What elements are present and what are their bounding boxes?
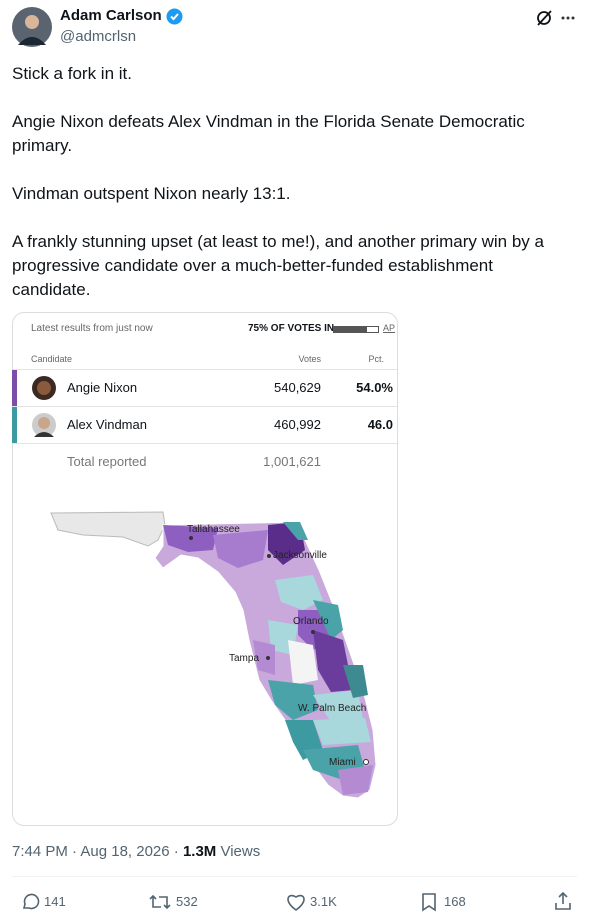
paragraph: Vindman outspent Nixon nearly 13:1. (12, 184, 291, 203)
votes-in: 75% OF VOTES IN (248, 323, 335, 334)
map-label: W. Palm Beach (298, 703, 366, 714)
share-icon[interactable] (553, 891, 573, 911)
like-icon[interactable] (285, 892, 307, 912)
map-label: Jacksonville (273, 550, 327, 561)
tweet-text: Stick a fork in it. Angie Nixon defeats … (12, 62, 572, 326)
col-header: Candidate (31, 354, 73, 364)
map-label: Miami (329, 757, 356, 768)
bookmark-icon[interactable] (420, 892, 438, 912)
progress-bar (333, 326, 379, 333)
views-count: 1.3M (182, 843, 217, 860)
map-label: Tampa (229, 653, 259, 664)
author-handle[interactable]: @admcrlsn (60, 28, 137, 45)
candidate-pct: 46.0 (367, 417, 393, 432)
paragraph: Stick a fork in it. (12, 64, 132, 83)
col-header: Votes (298, 354, 321, 364)
candidate-name: Alex Vindman (67, 417, 147, 432)
source[interactable]: AP (383, 323, 396, 333)
views-label: Views (220, 843, 261, 860)
total-label: Total reported (67, 454, 147, 469)
candidate-votes: 540,629 (274, 380, 321, 395)
candidate-name: Angie Nixon (67, 380, 138, 395)
result-row: Angie Nixon 540,629 54.0% (12, 369, 397, 406)
map-label: Orlando (293, 616, 329, 627)
latest-label: Latest results from just now (31, 323, 153, 334)
avatar[interactable] (12, 7, 52, 47)
map-label: Tallahassee (187, 524, 240, 535)
header-icons[interactable] (535, 8, 585, 28)
tweet-meta: 7:44 PM · Aug 18, 2026 · 1.3M Views (12, 843, 260, 860)
result-row: Alex Vindman 460,992 46.0 (12, 406, 397, 443)
divider (12, 876, 577, 877)
repost-count[interactable]: 532 (176, 894, 198, 909)
candidate-votes: 460,992 (274, 417, 321, 432)
reply-count[interactable]: 141 (44, 894, 66, 909)
like-count[interactable]: 3.1K (310, 894, 337, 909)
col-header: Pct. (368, 354, 384, 364)
map: Tallahassee Jacksonville Orlando Tampa W… (50, 511, 377, 799)
timestamp[interactable]: 7:44 PM · Aug 18, 2026 · (12, 843, 179, 860)
reply-icon[interactable] (20, 892, 40, 912)
repost-icon[interactable] (148, 892, 172, 912)
verified-badge (166, 8, 183, 25)
bookmark-count[interactable]: 168 (444, 894, 466, 909)
media-card[interactable] (12, 312, 398, 826)
total-row: Total reported 1,001,621 (12, 443, 397, 480)
total-votes: 1,001,621 (263, 454, 321, 469)
author-name[interactable]: Adam Carlson (60, 7, 162, 24)
candidate-pct: 54.0% (356, 380, 393, 395)
paragraph: A frankly stunning upset (at least to me… (12, 232, 544, 299)
paragraph: Angie Nixon defeats Alex Vindman in the … (12, 112, 525, 155)
